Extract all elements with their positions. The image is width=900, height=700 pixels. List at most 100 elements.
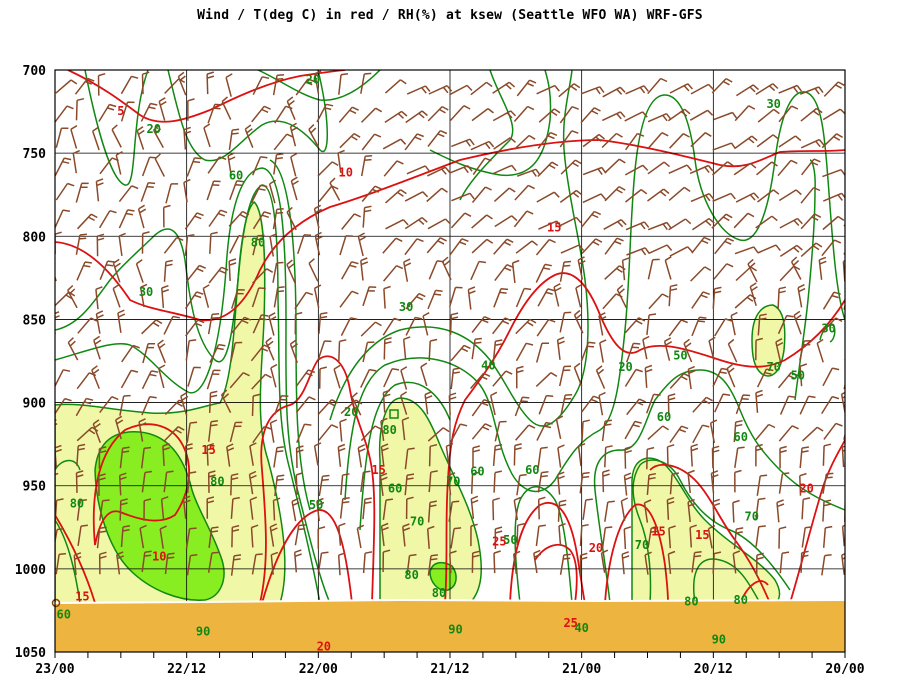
- wind-barb: [800, 213, 822, 230]
- wind-barb: [427, 427, 450, 442]
- wind-barb: [733, 162, 757, 176]
- wind-barb: [647, 188, 670, 202]
- wind-barb: [515, 342, 534, 362]
- wind-barb: [55, 79, 78, 94]
- wind-barb: [289, 339, 299, 364]
- wind-barb: [755, 443, 763, 467]
- rh-contour-label: 30: [399, 300, 413, 314]
- wind-barb: [382, 498, 394, 520]
- wind-barb: [295, 78, 315, 96]
- wind-barb: [317, 340, 332, 361]
- wind-barb: [404, 473, 415, 496]
- wind-barb: [426, 187, 448, 203]
- wind-barb: [141, 470, 153, 493]
- temperature-contour-label: 20: [799, 481, 813, 495]
- wind-barb: [711, 77, 733, 94]
- wind-barb: [268, 312, 277, 336]
- wind-barb: [428, 85, 453, 95]
- wind-barb: [428, 470, 438, 493]
- wind-barb: [295, 472, 304, 495]
- wind-barb: [270, 551, 279, 575]
- wind-barb: [668, 186, 691, 201]
- wind-barb: [779, 551, 790, 574]
- wind-barb: [427, 500, 437, 523]
- wind-barb: [139, 524, 147, 549]
- wind-barb: [778, 135, 802, 148]
- wind-barb: [538, 220, 562, 230]
- wind-barb: [582, 133, 605, 148]
- rh-contour-label: 50: [791, 368, 805, 382]
- wind-barb: [714, 237, 735, 255]
- wind-barb: [294, 524, 306, 546]
- wind-barb: [448, 286, 463, 307]
- wind-barb: [604, 500, 615, 522]
- wind-barb: [184, 212, 204, 230]
- wind-barb: [601, 111, 626, 122]
- wind-barb: [98, 473, 106, 496]
- wind-barb: [844, 120, 845, 123]
- wind-barb-layer: [48, 70, 867, 576]
- wind-barb: [604, 237, 624, 255]
- wind-barb: [208, 266, 229, 284]
- wind-barb: [141, 319, 163, 335]
- wind-barb: [535, 238, 556, 256]
- wind-barb: [273, 446, 284, 468]
- wind-barb: [712, 286, 722, 309]
- wind-barb: [48, 337, 54, 360]
- wind-barb: [185, 527, 197, 549]
- wind-barb: [74, 77, 95, 95]
- wind-barb: [777, 159, 798, 177]
- wind-barb: [313, 442, 322, 466]
- wind-barb: [250, 524, 259, 548]
- wind-barb: [557, 444, 565, 468]
- wind-barb: [164, 78, 186, 94]
- wind-barb: [579, 552, 588, 576]
- wind-barb: [625, 342, 641, 363]
- wind-barb: [318, 424, 339, 441]
- wind-barb: [537, 161, 559, 178]
- wind-barb: [203, 123, 211, 148]
- wind-barb: [384, 79, 407, 94]
- wind-barb: [844, 332, 845, 334]
- wind-barb: [467, 286, 476, 310]
- rh-contour-label: 40: [574, 621, 588, 635]
- wind-barb: [691, 550, 702, 573]
- wind-barb: [274, 394, 289, 415]
- wind-barb: [291, 497, 300, 522]
- wind-barb: [207, 420, 219, 442]
- rh-contour: [55, 167, 331, 604]
- wind-barb: [558, 83, 581, 98]
- wind-barb: [735, 266, 758, 282]
- wind-barb: [601, 132, 623, 149]
- wind-barb: [515, 365, 524, 389]
- wind-barb: [755, 497, 766, 520]
- wind-barb: [691, 236, 711, 254]
- wind-barb: [339, 290, 359, 308]
- wind-barb: [426, 166, 451, 177]
- wind-barb: [727, 338, 738, 363]
- wind-barb: [72, 149, 81, 174]
- wind-barb: [405, 496, 414, 520]
- wind-barb: [230, 554, 242, 576]
- wind-barb: [120, 101, 135, 122]
- wind-barb: [581, 419, 590, 442]
- wind-barb: [383, 265, 404, 282]
- wind-barb: [600, 549, 609, 573]
- temperature-contour-5c: [67, 70, 346, 123]
- y-tick-label: 1050: [15, 646, 46, 661]
- wind-barb: [269, 233, 277, 257]
- rh-contour-label: 70: [635, 538, 649, 552]
- wind-barb: [206, 71, 215, 95]
- wind-barb: [843, 251, 845, 255]
- wind-barb: [449, 84, 473, 96]
- wind-barb: [846, 161, 867, 173]
- wind-barb: [76, 213, 98, 230]
- wind-barb: [669, 133, 690, 149]
- terrain-fill: [55, 600, 845, 652]
- wind-barb: [339, 496, 350, 519]
- wind-barb: [648, 293, 669, 310]
- wind-barb: [401, 416, 410, 441]
- rh-contour-label: 60: [470, 465, 484, 479]
- wind-barb: [843, 302, 845, 310]
